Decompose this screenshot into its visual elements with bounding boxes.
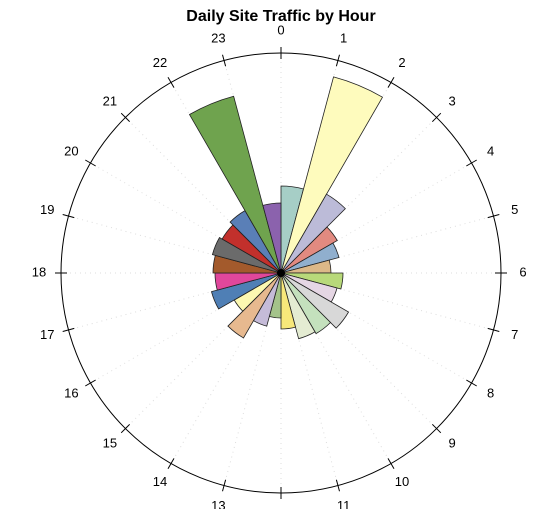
tick-mark [387,77,395,88]
angle-label: 19 [40,202,54,217]
angle-label: 14 [153,474,167,489]
tick-mark [62,327,75,332]
wedge [280,76,384,274]
tick-mark [466,159,477,167]
chart-title: Daily Site Traffic by Hour [186,8,375,25]
grid-spoke [280,162,472,274]
angle-label: 22 [153,55,167,70]
angle-label: 3 [449,93,456,108]
angle-label: 6 [519,264,526,279]
wedge [188,95,282,274]
wedge [280,242,340,274]
wedge [280,272,332,335]
tick-mark [487,327,500,332]
wedge [262,202,282,274]
tick-mark [167,77,175,88]
angle-label: 0 [277,22,284,37]
grid-spoke [90,272,282,384]
grid-spoke [280,272,494,331]
angle-label: 4 [487,143,494,158]
angle-label: 23 [211,31,225,46]
angle-label: 8 [487,385,494,400]
angle-label: 11 [337,498,351,509]
angle-label: 7 [511,327,518,342]
wedge [210,272,282,310]
grid-spoke [90,162,282,274]
tick-mark [335,54,340,67]
grid-spoke [280,272,392,464]
tick-mark [85,159,96,167]
grid-spoke [125,117,282,274]
angle-label: 2 [398,55,405,70]
tick-mark [120,423,131,434]
grid-spoke [170,272,282,464]
wedge [280,193,346,274]
wedge [280,272,316,340]
tick-mark [85,379,96,387]
wedge [280,272,350,329]
grid-spoke [68,272,282,331]
angle-label: 9 [449,436,456,451]
wedge [211,236,282,274]
angle-label: 21 [103,93,117,108]
grid-spoke [280,272,339,486]
grid-spoke [68,215,282,274]
angle-label: 16 [64,385,78,400]
grid-spoke [223,272,282,486]
tick-mark [222,479,227,492]
tick-mark [466,379,477,387]
angle-label: 1 [340,31,347,46]
tick-mark [335,479,340,492]
tick-mark [62,214,75,219]
angle-label: 18 [32,264,46,279]
tick-mark [167,458,175,469]
angle-label: 13 [211,498,225,509]
tick-mark [431,112,442,123]
wedge [280,272,296,330]
grid-spoke [280,215,494,274]
wedge [227,272,282,339]
tick-mark [487,214,500,219]
angle-label: 10 [395,474,409,489]
wedge [280,226,338,274]
tick-mark [120,112,131,123]
angle-label: 12 [274,506,288,509]
tick-mark [431,423,442,434]
tick-mark [387,458,395,469]
angle-label: 5 [511,202,518,217]
center-dot [277,269,285,277]
grid-spoke [280,272,472,384]
angle-label: 20 [64,143,78,158]
angle-label: 15 [103,436,117,451]
angle-label: 17 [40,327,54,342]
grid-spoke [280,272,437,429]
tick-mark [222,54,227,67]
